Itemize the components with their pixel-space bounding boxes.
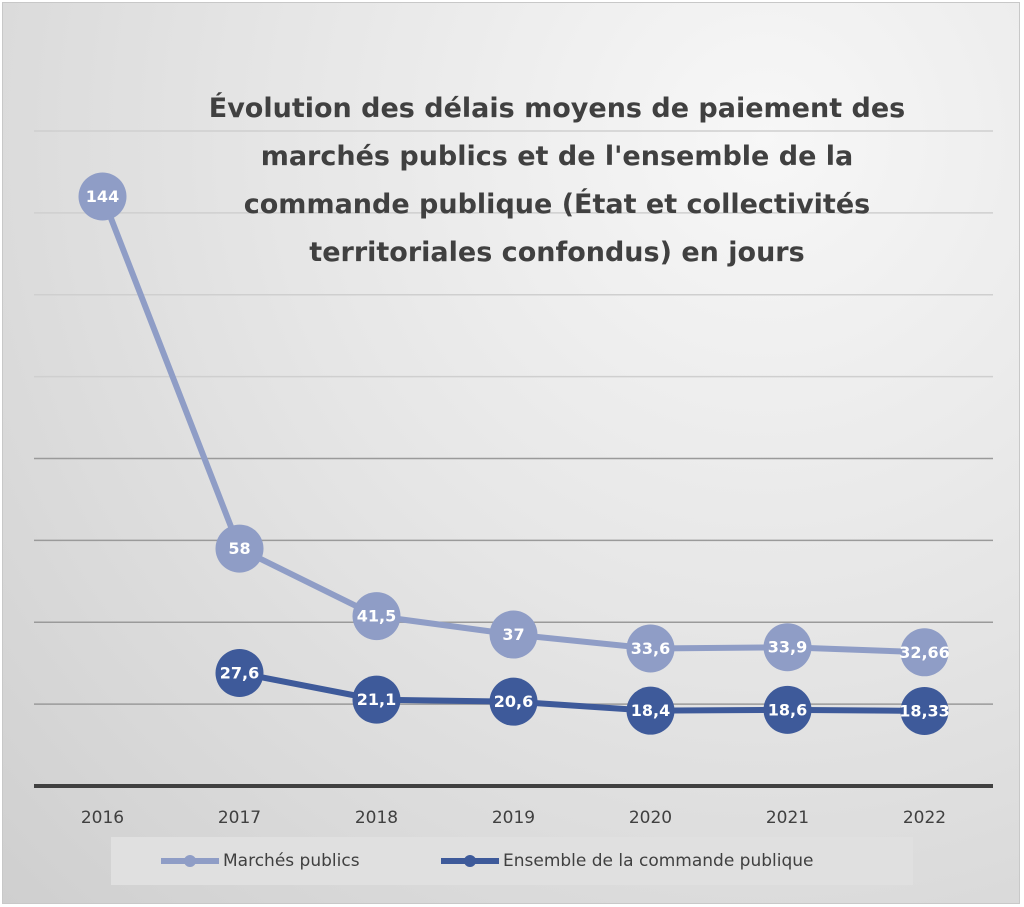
data-label: 18,6 xyxy=(768,700,807,719)
chart-title-line: Évolution des délais moyens de paiement … xyxy=(209,92,905,124)
data-point-marker[interactable] xyxy=(763,623,812,672)
data-point-marker[interactable] xyxy=(626,686,675,735)
data-point-marker[interactable] xyxy=(78,172,127,221)
x-tick-label: 2016 xyxy=(81,808,124,828)
data-point-marker[interactable] xyxy=(215,524,264,573)
gridlines xyxy=(34,130,993,705)
legend-marker-icon xyxy=(184,855,196,867)
series-marches-publics: 144 58 41,5 37 33,6 33,9 32,66 xyxy=(78,172,950,677)
series-ensemble-commande-publique: 27,6 21,1 20,6 18,4 18,6 18,33 xyxy=(215,649,950,735)
chart-title-line: territoriales confondus) en jours xyxy=(309,237,804,268)
x-axis-ticks: 2016 2017 2018 2019 2020 2021 2022 xyxy=(81,808,946,828)
data-point-marker[interactable] xyxy=(626,624,675,673)
data-point-marker[interactable] xyxy=(763,685,812,734)
data-label: 18,33 xyxy=(899,701,950,720)
data-label: 21,1 xyxy=(357,690,396,709)
data-point-marker[interactable] xyxy=(489,677,538,726)
data-label: 18,4 xyxy=(631,701,670,720)
legend-label[interactable]: Marchés publics xyxy=(223,851,360,871)
data-label: 41,5 xyxy=(357,607,396,626)
series-line xyxy=(238,670,925,714)
x-tick-label: 2018 xyxy=(355,808,398,828)
legend-label[interactable]: Ensemble de la commande publique xyxy=(503,851,814,871)
data-point-marker[interactable] xyxy=(352,675,401,724)
line-chart: Évolution des délais moyens de paiement … xyxy=(34,92,993,885)
x-tick-label: 2017 xyxy=(218,808,261,828)
legend: Marchés publics Ensemble de la commande p… xyxy=(111,837,913,885)
x-tick-label: 2019 xyxy=(492,808,535,828)
data-label: 27,6 xyxy=(220,664,259,683)
data-point-marker[interactable] xyxy=(489,610,538,659)
x-tick-label: 2020 xyxy=(629,808,672,828)
data-label: 58 xyxy=(228,539,250,558)
data-label: 32,66 xyxy=(899,643,950,662)
chart-title: Évolution des délais moyens de paiement … xyxy=(209,92,905,268)
data-point-marker[interactable] xyxy=(900,686,949,735)
x-tick-label: 2022 xyxy=(903,808,946,828)
data-label: 144 xyxy=(86,187,119,206)
legend-marker-icon xyxy=(464,855,476,867)
chart-title-line: commande publique (État et collectivités xyxy=(244,188,870,220)
data-point-marker[interactable] xyxy=(352,592,401,641)
data-label: 20,6 xyxy=(494,692,533,711)
x-tick-label: 2021 xyxy=(766,808,809,828)
data-label: 37 xyxy=(502,625,524,644)
data-point-marker[interactable] xyxy=(215,649,264,698)
data-label: 33,9 xyxy=(768,638,807,657)
chart-title-line: marchés publics et de l'ensemble de la xyxy=(261,141,854,172)
legend-background xyxy=(111,837,913,885)
series: 144 58 41,5 37 33,6 33,9 32,66 27,6 21,1 20,6 18,4… xyxy=(78,172,950,735)
data-label: 33,6 xyxy=(631,639,670,658)
data-point-marker[interactable] xyxy=(900,628,949,677)
